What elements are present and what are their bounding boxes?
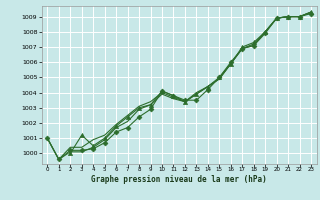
- X-axis label: Graphe pression niveau de la mer (hPa): Graphe pression niveau de la mer (hPa): [91, 175, 267, 184]
